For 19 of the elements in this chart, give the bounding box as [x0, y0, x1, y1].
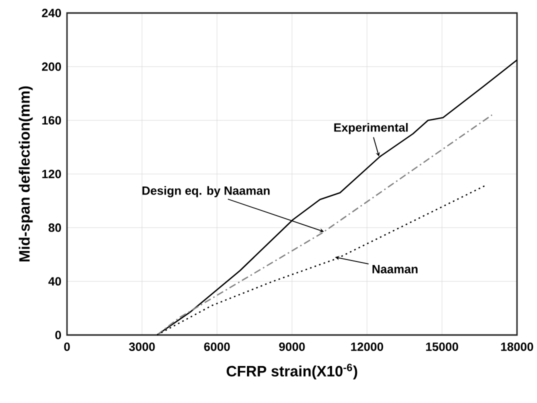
annotation: Naaman — [372, 265, 418, 274]
x-tick-label: 9000 — [279, 342, 305, 351]
y-tick-label: 240 — [42, 8, 61, 18]
y-tick-label: 160 — [42, 116, 61, 125]
y-tick-label: 80 — [48, 223, 61, 232]
y-tick-label: 120 — [42, 170, 61, 178]
y-tick-label: 40 — [48, 277, 61, 286]
x-tick-label: 18000 — [501, 342, 534, 351]
x-axis-title: CFRP strain(X10$^{-6}$) — [226, 364, 358, 380]
x-tick-label: 0 — [64, 342, 70, 351]
annotation: Design eq. by Naaman — [142, 186, 270, 198]
annotation: Experimental — [334, 122, 408, 134]
y-tick-label: 200 — [42, 62, 61, 71]
x-tick-label: 3000 — [128, 342, 155, 351]
x-tick-label: 15000 — [426, 342, 458, 351]
x-tick-label: 12000 — [351, 342, 384, 351]
y-tick-label: 0 — [55, 330, 61, 340]
y-axis-title: Mid-span deflection(mm) — [18, 86, 33, 262]
x-tick-label: 6000 — [204, 342, 230, 351]
